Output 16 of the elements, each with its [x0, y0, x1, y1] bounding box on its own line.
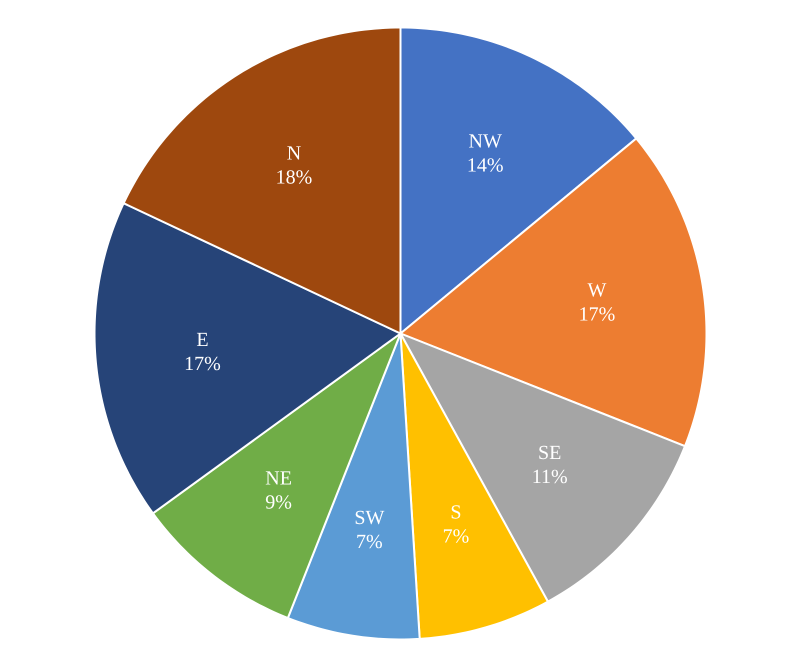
slice-label: NE: [265, 468, 292, 490]
data-label: 7%: [356, 530, 383, 553]
slice-label: SW: [354, 506, 385, 529]
slice-label: NW: [468, 130, 502, 153]
data-label: 14%: [466, 154, 504, 177]
slice-label: W: [588, 279, 607, 302]
data-label: 11%: [532, 466, 568, 488]
slice-label: N: [286, 142, 302, 165]
data-label: 9%: [265, 492, 292, 514]
slice-label: SE: [538, 442, 562, 464]
data-label: 17%: [184, 353, 221, 376]
slice-label: E: [196, 329, 209, 352]
data-label: 17%: [578, 303, 616, 326]
data-label: 18%: [276, 166, 312, 189]
slice-label: S: [450, 502, 462, 524]
data-label: 7%: [442, 526, 470, 548]
